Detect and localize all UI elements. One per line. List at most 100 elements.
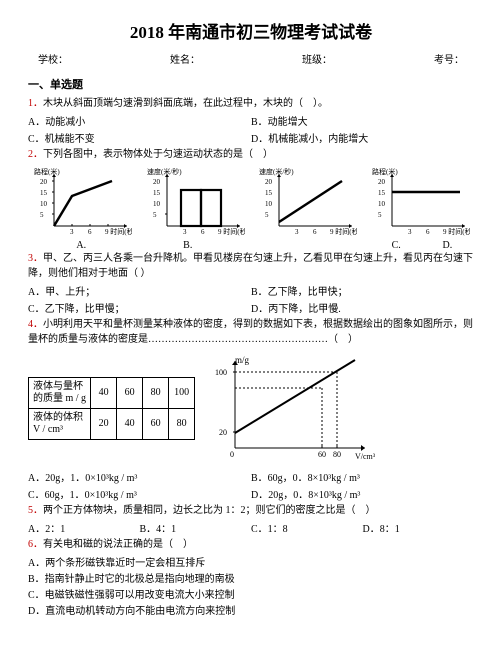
q4-opt-d: D．20g，0．8×10³kg / m³ — [251, 486, 474, 501]
tbl-r1c1: 40 — [91, 377, 117, 408]
svg-text:3: 3 — [295, 228, 299, 236]
q6-text: 有关电和磁的说法正确的是（ ） — [43, 539, 193, 550]
tbl-r2c4: 80 — [169, 408, 195, 439]
name-label: 姓名： — [170, 51, 200, 66]
c4-ylabel: 路程(米) — [372, 167, 398, 176]
q5-num: 5． — [28, 505, 43, 516]
svg-text:15: 15 — [153, 189, 161, 197]
q4-text: 小明利用天平和量杯测量某种液体的密度，得到的数据如下表，根据数据绘出的图象如图所… — [28, 319, 473, 345]
q5-opts: A．2：1 B．4：1 C．1：8 D．8：1 — [28, 520, 474, 535]
q1-num: 1． — [28, 98, 43, 109]
q5-text: 两个正方体物块，质量相同，边长之比为 1：2；则它们的密度之比是（ ） — [43, 505, 376, 516]
g-ylabel: m/g — [235, 355, 250, 365]
svg-text:100: 100 — [215, 368, 227, 377]
info-row: 学校： 姓名： 班级： 考号： — [28, 51, 474, 66]
chart-d-svg: 路程(米) 20 15 10 5 3 6 9 时间(秒) — [370, 166, 470, 236]
svg-text:10: 10 — [265, 200, 273, 208]
svg-text:15: 15 — [378, 189, 386, 197]
tbl-r1c3: 80 — [143, 377, 169, 408]
question-1: 1．木块从斜面顶端匀速滑到斜面底端，在此过程中，木块的（ ）。 — [28, 96, 474, 111]
question-3: 3．甲、乙、丙三人各乘一台升降机。甲看见楼房在匀速上升，乙看见甲在匀速上升，看见… — [28, 251, 474, 281]
tbl-h2b: V / cm³ — [33, 424, 63, 435]
c1-ylabel: 路程(米) — [34, 167, 60, 176]
q2-lbl-b: B. — [135, 240, 242, 251]
svg-text:6: 6 — [201, 228, 205, 236]
q4-row: 液体与量杯的质量 m / g 40 60 80 100 液体的体积V / cm³… — [28, 353, 474, 463]
tbl-r1c4: 100 — [169, 377, 195, 408]
q2-num: 2． — [28, 149, 43, 160]
q2-chart-b: 速度(米/秒) 20 15 10 5 3 6 9 时间(秒) — [141, 166, 250, 236]
svg-text:3: 3 — [70, 228, 74, 236]
q6-num: 6． — [28, 539, 43, 550]
section-1-heading: 一、单选题 — [28, 76, 474, 92]
svg-text:6: 6 — [88, 228, 92, 236]
q4-opts-row1: A．20g，1．0×10³kg / m³ B．60g，0．8×10³kg / m… — [28, 469, 474, 484]
svg-text:10: 10 — [378, 200, 386, 208]
q5-opt-a: A．2：1 — [28, 520, 140, 535]
q5-opt-b: B．4：1 — [140, 520, 252, 535]
svg-text:5: 5 — [40, 211, 44, 219]
tbl-h1b: 的质量 m / g — [33, 393, 86, 404]
q6-opt-c: C．电磁铁磁性强弱可以用改变电流大小来控制 — [28, 586, 474, 601]
svg-text:60: 60 — [318, 450, 326, 459]
svg-text:9 时间(秒): 9 时间(秒) — [330, 227, 357, 236]
q6-opt-a: A．两个条形磁铁靠近时一定会相互排斥 — [28, 554, 474, 569]
q2-charts: 路程(米) 20 15 10 5 3 6 9 时间(秒) 速度(米/秒) — [28, 166, 474, 236]
q4-opt-a: A．20g，1．0×10³kg / m³ — [28, 469, 251, 484]
id-label: 考号： — [434, 51, 464, 66]
q3-opt-a: A．甲、上升； — [28, 283, 251, 298]
q3-text: 甲、乙、丙三人各乘一台升降机。甲看见楼房在匀速上升，乙看见甲在匀速上升，看见丙在… — [28, 253, 473, 279]
svg-text:9 时间(秒): 9 时间(秒) — [218, 227, 245, 236]
q4-graph: m/g 100 20 V/cm³ 60 80 0 — [205, 353, 375, 463]
g-xlabel: V/cm³ — [355, 452, 375, 461]
tbl-r2c1: 20 — [91, 408, 117, 439]
svg-text:10: 10 — [40, 200, 48, 208]
q5-opt-c: C．1：8 — [251, 520, 363, 535]
svg-text:5: 5 — [378, 211, 382, 219]
chart-a-svg: 路程(米) 20 15 10 5 3 6 9 时间(秒) — [32, 166, 132, 236]
exam-title: 2018 年南通市初三物理考试试卷 — [28, 18, 474, 43]
q2-chart-d: 路程(米) 20 15 10 5 3 6 9 时间(秒) — [366, 166, 475, 236]
q4-opt-b: B．60g，0．8×10³kg / m³ — [251, 469, 474, 484]
q2-lbl-a: A. — [28, 240, 135, 251]
svg-text:0: 0 — [230, 450, 234, 459]
svg-text:20: 20 — [378, 178, 386, 186]
c2-ylabel: 速度(米/秒) — [147, 167, 182, 176]
q1-text: 木块从斜面顶端匀速滑到斜面底端，在此过程中，木块的（ ）。 — [43, 98, 328, 109]
svg-text:20: 20 — [153, 178, 161, 186]
question-5: 5．两个正方体物块，质量相同，边长之比为 1：2；则它们的密度之比是（ ） — [28, 503, 474, 518]
tbl-r1c2: 60 — [117, 377, 143, 408]
q6-opt-b: B．指南针静止时它的北极总是指向地理的南极 — [28, 570, 474, 585]
svg-text:9 时间(秒): 9 时间(秒) — [443, 227, 470, 236]
q2-lbl-d: D. — [421, 240, 474, 251]
q2-chart-a: 路程(米) 20 15 10 5 3 6 9 时间(秒) — [28, 166, 137, 236]
chart-b-svg: 速度(米/秒) 20 15 10 5 3 6 9 时间(秒) — [145, 166, 245, 236]
class-label: 班级： — [302, 51, 332, 66]
q6-opt-d: D．直流电动机转动方向不能由电流方向来控制 — [28, 602, 474, 617]
q4-opts-row2: C．60g，1．0×10³kg / m³ D．20g，0．8×10³kg / m… — [28, 486, 474, 501]
svg-text:20: 20 — [219, 428, 227, 437]
q2-lbl-c: C. — [241, 240, 421, 251]
q2-labels: A. B. C. D. — [28, 240, 474, 251]
q3-opt-c: C．乙下降，比甲慢； — [28, 300, 251, 315]
question-6: 6．有关电和磁的说法正确的是（ ） — [28, 537, 474, 552]
tbl-r2c3: 60 — [143, 408, 169, 439]
q3-opt-d: D．丙下降，比甲慢. — [251, 300, 474, 315]
svg-text:20: 20 — [265, 178, 273, 186]
svg-text:20: 20 — [40, 178, 48, 186]
q2-chart-c: 速度(米/秒) 20 15 10 5 3 6 9 时间(秒) — [253, 166, 362, 236]
question-2: 2．下列各图中，表示物体处于匀速运动状态的是（ ） — [28, 147, 474, 162]
q3-opt-b: B．乙下降，比甲快； — [251, 283, 474, 298]
svg-text:3: 3 — [183, 228, 187, 236]
svg-text:5: 5 — [265, 211, 269, 219]
q1-opts-row1: A．动能减小 B．动能增大 — [28, 113, 474, 128]
svg-text:5: 5 — [153, 211, 157, 219]
svg-text:10: 10 — [153, 200, 161, 208]
c3-ylabel: 速度(米/秒) — [259, 167, 294, 176]
school-label: 学校： — [38, 51, 68, 66]
q3-num: 3． — [28, 253, 43, 264]
question-4: 4．小明利用天平和量杯测量某种液体的密度，得到的数据如下表，根据数据绘出的图象如… — [28, 317, 474, 347]
svg-text:3: 3 — [408, 228, 412, 236]
q1-opt-b: B．动能增大 — [251, 113, 474, 128]
tbl-h2a: 液体的体积 — [33, 412, 83, 423]
